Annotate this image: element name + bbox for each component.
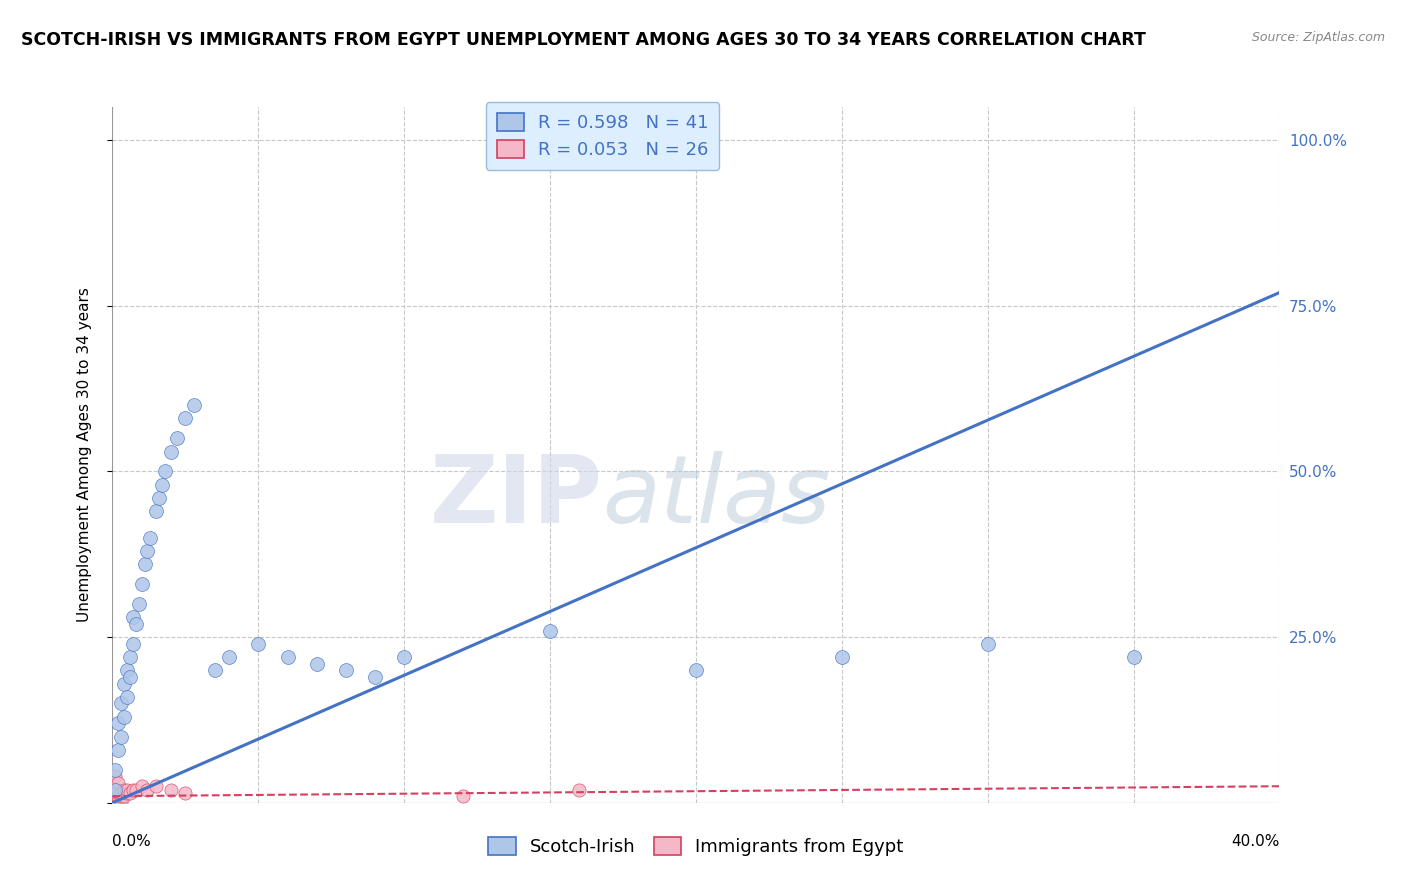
Point — [107, 786, 129, 800]
Point — [139, 531, 162, 545]
Point — [125, 782, 148, 797]
Point — [174, 786, 197, 800]
Point — [150, 477, 173, 491]
Point — [104, 782, 127, 797]
Point — [110, 789, 132, 804]
Point — [831, 650, 853, 665]
Point — [112, 789, 135, 804]
Point — [110, 730, 132, 744]
Point — [104, 763, 127, 777]
Point — [118, 786, 141, 800]
Point — [218, 650, 240, 665]
Text: Source: ZipAtlas.com: Source: ZipAtlas.com — [1251, 31, 1385, 45]
Point — [115, 786, 138, 800]
Point — [115, 782, 138, 797]
Point — [364, 670, 387, 684]
Point — [148, 491, 170, 505]
Point — [394, 650, 416, 665]
Point — [685, 663, 707, 677]
Point — [276, 650, 298, 665]
Text: ZIP: ZIP — [430, 450, 603, 542]
Point — [122, 782, 145, 797]
Point — [153, 465, 176, 479]
Point — [122, 610, 145, 624]
Point — [110, 697, 132, 711]
Point — [125, 616, 148, 631]
Point — [110, 786, 132, 800]
Point — [136, 782, 159, 797]
Text: 0.0%: 0.0% — [112, 834, 152, 849]
Point — [104, 796, 127, 810]
Point — [128, 597, 150, 611]
Point — [107, 716, 129, 731]
Point — [145, 779, 167, 793]
Point — [107, 743, 129, 757]
Point — [112, 709, 135, 723]
Point — [107, 782, 129, 797]
Point — [134, 558, 156, 572]
Point — [107, 789, 129, 804]
Point — [118, 670, 141, 684]
Point — [115, 690, 138, 704]
Point — [305, 657, 328, 671]
Point — [976, 637, 998, 651]
Point — [104, 769, 127, 783]
Legend: Scotch-Irish, Immigrants from Egypt: Scotch-Irish, Immigrants from Egypt — [481, 830, 911, 863]
Point — [247, 637, 270, 651]
Point — [538, 624, 561, 638]
Point — [174, 411, 197, 425]
Point — [204, 663, 226, 677]
Point — [104, 789, 127, 804]
Point — [131, 779, 153, 793]
Point — [136, 544, 159, 558]
Point — [104, 782, 127, 797]
Point — [122, 637, 145, 651]
Point — [160, 782, 183, 797]
Point — [118, 650, 141, 665]
Point — [112, 676, 135, 690]
Point — [183, 398, 205, 412]
Point — [115, 663, 138, 677]
Text: SCOTCH-IRISH VS IMMIGRANTS FROM EGYPT UNEMPLOYMENT AMONG AGES 30 TO 34 YEARS COR: SCOTCH-IRISH VS IMMIGRANTS FROM EGYPT UN… — [21, 31, 1146, 49]
Point — [112, 782, 135, 797]
Point — [451, 789, 474, 804]
Point — [107, 796, 129, 810]
Point — [107, 776, 129, 790]
Point — [131, 577, 153, 591]
Point — [145, 504, 167, 518]
Point — [1122, 650, 1144, 665]
Text: 40.0%: 40.0% — [1232, 834, 1279, 849]
Text: atlas: atlas — [603, 451, 831, 542]
Point — [110, 796, 132, 810]
Point — [160, 444, 183, 458]
Point — [568, 782, 591, 797]
Point — [166, 431, 188, 445]
Point — [335, 663, 357, 677]
Y-axis label: Unemployment Among Ages 30 to 34 years: Unemployment Among Ages 30 to 34 years — [77, 287, 91, 623]
